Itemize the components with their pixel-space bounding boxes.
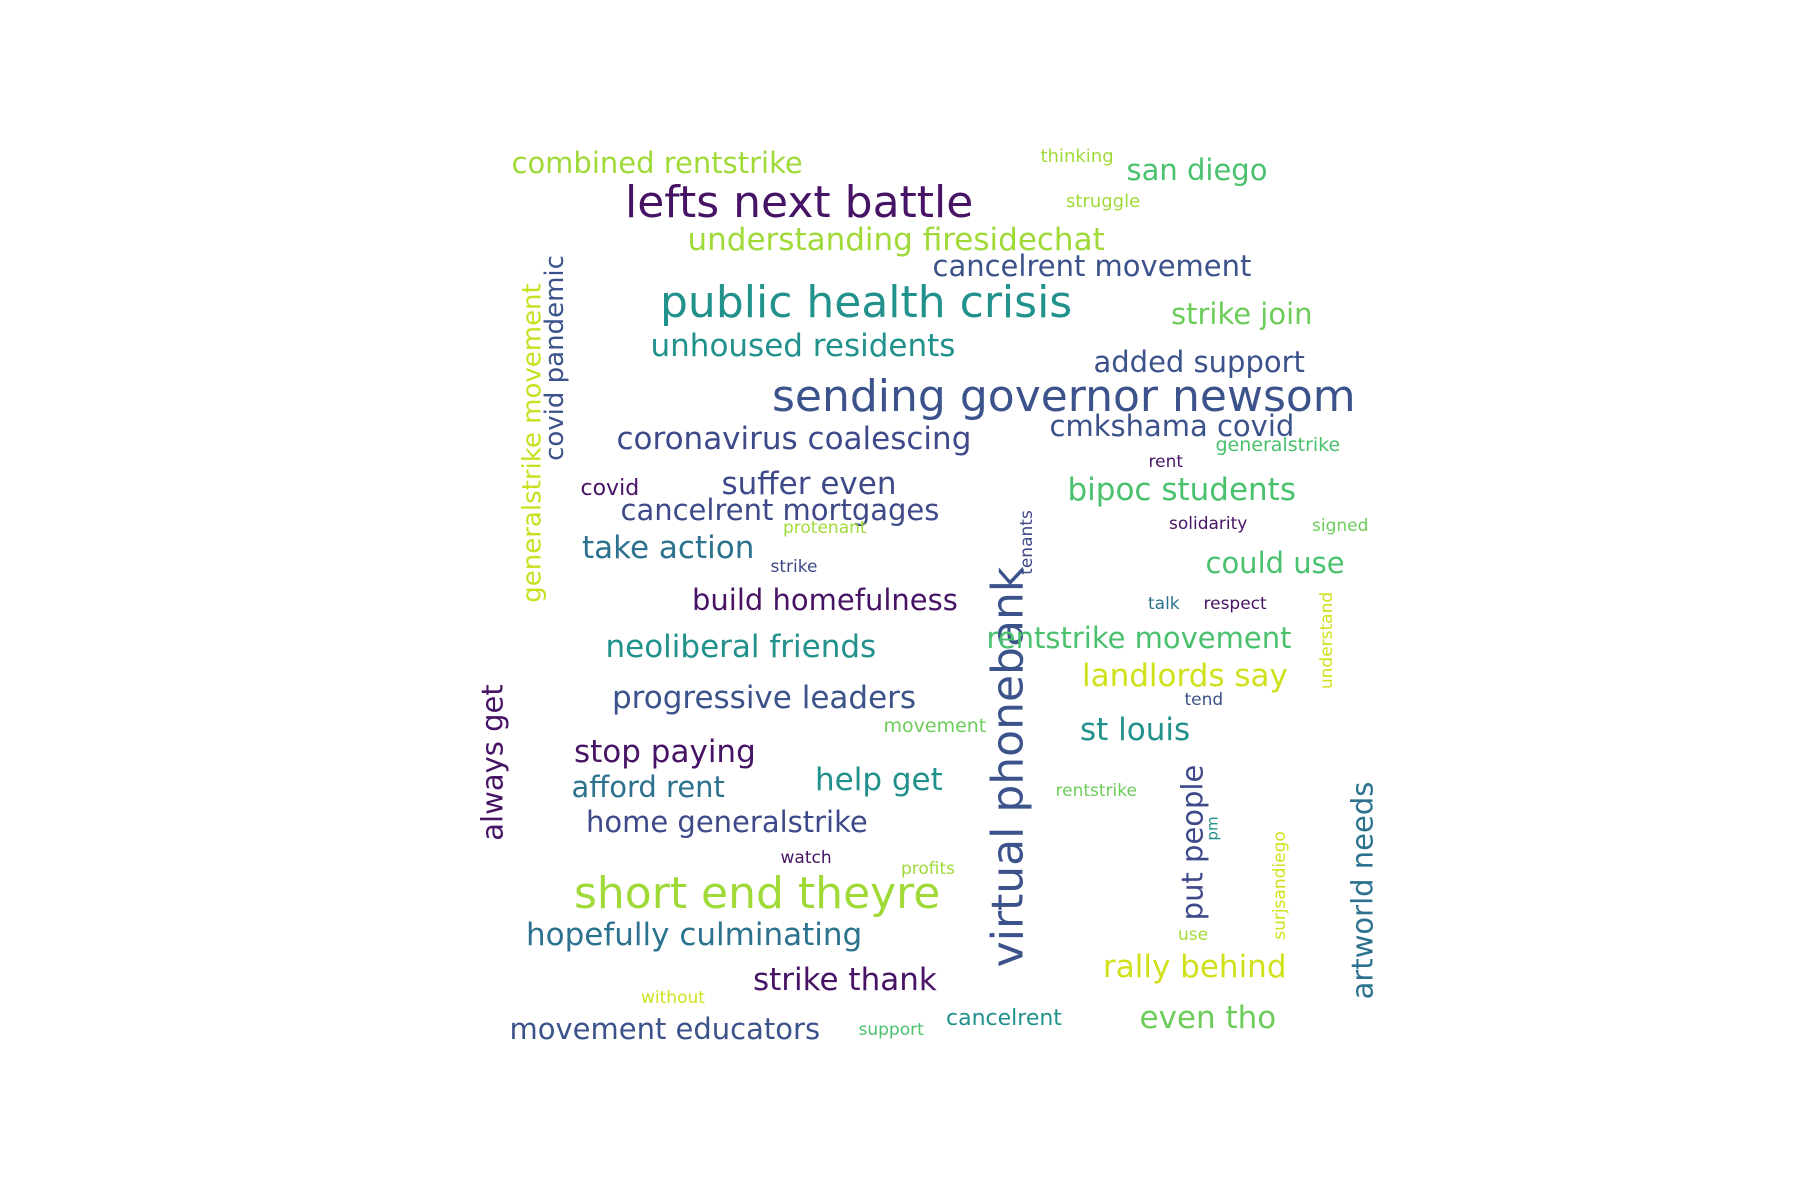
word-suffer-even: suffer even bbox=[721, 465, 897, 502]
word-public-health-crisis: public health crisis bbox=[660, 277, 1073, 328]
word-without: without bbox=[641, 987, 705, 1008]
word-strike-join: strike join bbox=[1171, 296, 1313, 331]
word-coronavirus-coalescing: coronavirus coalescing bbox=[616, 420, 972, 457]
word-movement: movement bbox=[883, 714, 987, 737]
word-tenants: tenants bbox=[1016, 509, 1037, 575]
word-tend: tend bbox=[1184, 689, 1224, 710]
word-unhoused-residents: unhoused residents bbox=[650, 327, 956, 364]
word-surjsandiego: surjsandiego bbox=[1269, 830, 1290, 940]
word-strike: strike bbox=[770, 556, 818, 577]
word-progressive-leaders: progressive leaders bbox=[612, 679, 917, 716]
word-solidarity: solidarity bbox=[1169, 513, 1248, 534]
word-rentstrike: rentstrike bbox=[1055, 780, 1137, 801]
word-rally-behind: rally behind bbox=[1103, 948, 1287, 985]
word-rent: rent bbox=[1148, 451, 1184, 472]
word-strike-thank: strike thank bbox=[753, 961, 937, 998]
word-respect: respect bbox=[1203, 593, 1267, 614]
word-build-homefulness: build homefulness bbox=[692, 582, 958, 617]
word-home-generalstrike: home generalstrike bbox=[586, 804, 868, 839]
word-st-louis: st louis bbox=[1080, 711, 1191, 748]
word-artworld-needs: artworld needs bbox=[1345, 781, 1380, 999]
word-added-support: added support bbox=[1093, 344, 1305, 379]
word-support: support bbox=[858, 1019, 924, 1040]
word-talk: talk bbox=[1148, 593, 1180, 614]
word-even-tho: even tho bbox=[1139, 999, 1277, 1036]
word-generalstrike: generalstrike bbox=[1215, 433, 1341, 456]
word-cmkshama-covid: cmkshama covid bbox=[1049, 408, 1295, 443]
word-profits: profits bbox=[901, 858, 956, 879]
word-cancelrent-movement: cancelrent movement bbox=[932, 248, 1252, 283]
word-thinking: thinking bbox=[1040, 146, 1114, 167]
word-cancelrent-mortgages: cancelrent mortgages bbox=[620, 492, 940, 527]
word-combined-rentstrike: combined rentstrike bbox=[511, 145, 803, 180]
word-use: use bbox=[1178, 924, 1209, 945]
word-sending-governor-newsom: sending governor newsom bbox=[772, 371, 1356, 422]
word-put-people: put people bbox=[1175, 764, 1210, 920]
word-watch: watch bbox=[780, 847, 832, 868]
word-protenant: protenant bbox=[783, 517, 867, 538]
word-help-get: help get bbox=[815, 761, 943, 798]
word-pm: pm bbox=[1203, 815, 1222, 841]
word-take-action: take action bbox=[582, 529, 755, 566]
word-bipoc-students: bipoc students bbox=[1067, 471, 1297, 508]
word-san-diego: san diego bbox=[1126, 152, 1268, 187]
word-covid: covid bbox=[580, 476, 640, 501]
word-understanding-firesidechat: understanding firesidechat bbox=[687, 221, 1105, 258]
word-covid-pandemic: covid pandemic bbox=[539, 255, 570, 461]
word-landlords-say: landlords say bbox=[1082, 657, 1288, 694]
word-cancelrent: cancelrent bbox=[946, 1006, 1062, 1031]
word-signed: signed bbox=[1312, 515, 1369, 536]
word-stop-paying: stop paying bbox=[574, 733, 756, 770]
word-could-use: could use bbox=[1205, 545, 1345, 580]
word-afford-rent: afford rent bbox=[571, 769, 725, 804]
word-always-get: always get bbox=[475, 683, 510, 841]
word-hopefully-culminating: hopefully culminating bbox=[526, 916, 863, 953]
word-lefts-next-battle: lefts next battle bbox=[625, 177, 974, 228]
word-rentstrike-movement: rentstrike movement bbox=[986, 620, 1292, 655]
word-struggle: struggle bbox=[1066, 191, 1141, 212]
word-understand: understand bbox=[1316, 591, 1337, 689]
word-short-end-theyre: short end theyre bbox=[574, 868, 941, 919]
word-movement-educators: movement educators bbox=[509, 1011, 821, 1046]
word-neoliberal-friends: neoliberal friends bbox=[605, 628, 877, 665]
